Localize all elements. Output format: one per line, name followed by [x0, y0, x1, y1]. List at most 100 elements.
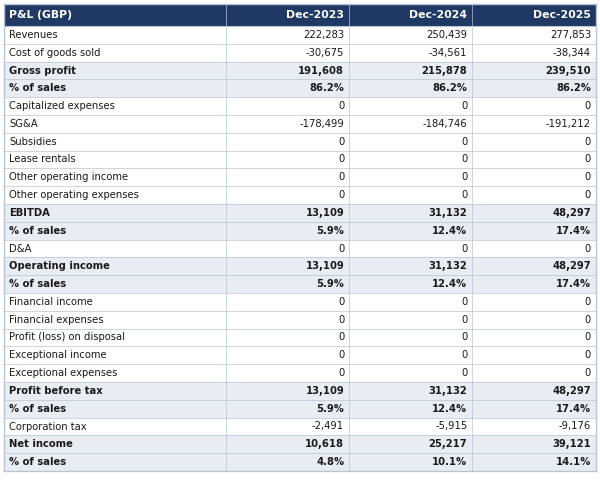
Bar — [4, 328, 596, 346]
Bar — [4, 115, 596, 133]
Text: % of sales: % of sales — [9, 457, 66, 467]
Text: % of sales: % of sales — [9, 83, 66, 93]
Bar — [4, 293, 596, 311]
Text: 48,297: 48,297 — [553, 208, 591, 218]
Bar — [4, 62, 596, 79]
Bar — [4, 346, 596, 364]
Text: 5.9%: 5.9% — [316, 404, 344, 414]
Text: -184,746: -184,746 — [422, 119, 467, 129]
Text: -2,491: -2,491 — [312, 422, 344, 431]
Text: 0: 0 — [585, 190, 591, 200]
Bar — [4, 311, 596, 328]
Bar — [4, 222, 596, 240]
Text: 17.4%: 17.4% — [556, 226, 591, 236]
Text: -9,176: -9,176 — [559, 422, 591, 431]
Text: 86.2%: 86.2% — [309, 83, 344, 93]
Text: Capitalized expenses: Capitalized expenses — [9, 101, 115, 111]
Bar — [4, 151, 596, 169]
Text: 31,132: 31,132 — [428, 386, 467, 396]
Bar — [4, 186, 596, 204]
Bar — [4, 257, 596, 275]
Text: 0: 0 — [585, 243, 591, 254]
Text: 0: 0 — [338, 172, 344, 182]
Bar — [4, 169, 596, 186]
Text: 0: 0 — [338, 350, 344, 360]
Text: Other operating income: Other operating income — [9, 172, 128, 182]
Text: 0: 0 — [585, 350, 591, 360]
Text: 191,608: 191,608 — [298, 66, 344, 75]
Text: -178,499: -178,499 — [299, 119, 344, 129]
Text: 0: 0 — [338, 243, 344, 254]
Text: 4.8%: 4.8% — [316, 457, 344, 467]
Bar — [4, 26, 596, 44]
Text: 0: 0 — [338, 332, 344, 342]
Text: 0: 0 — [585, 101, 591, 111]
Text: 0: 0 — [461, 137, 467, 147]
Text: 5.9%: 5.9% — [316, 279, 344, 289]
Text: 12.4%: 12.4% — [432, 279, 467, 289]
Text: 13,109: 13,109 — [305, 208, 344, 218]
Text: 0: 0 — [585, 315, 591, 325]
Text: 13,109: 13,109 — [305, 386, 344, 396]
Text: 31,132: 31,132 — [428, 208, 467, 218]
Bar — [4, 364, 596, 382]
Bar — [4, 400, 596, 418]
Text: 0: 0 — [461, 243, 467, 254]
Text: 0: 0 — [461, 190, 467, 200]
Bar — [4, 204, 596, 222]
Text: 0: 0 — [338, 368, 344, 378]
Text: 13,109: 13,109 — [305, 261, 344, 271]
Text: Dec-2024: Dec-2024 — [409, 10, 467, 20]
Text: 0: 0 — [461, 172, 467, 182]
Text: 0: 0 — [461, 101, 467, 111]
Text: 31,132: 31,132 — [428, 261, 467, 271]
Text: 17.4%: 17.4% — [556, 404, 591, 414]
Text: 0: 0 — [338, 155, 344, 165]
Bar — [4, 97, 596, 115]
Text: 0: 0 — [338, 137, 344, 147]
Text: 215,878: 215,878 — [422, 66, 467, 75]
Text: 0: 0 — [461, 350, 467, 360]
Text: 14.1%: 14.1% — [556, 457, 591, 467]
Text: 12.4%: 12.4% — [432, 404, 467, 414]
Text: 0: 0 — [461, 297, 467, 307]
Bar — [4, 44, 596, 62]
Text: 48,297: 48,297 — [553, 261, 591, 271]
Text: SG&A: SG&A — [9, 119, 38, 129]
Text: 222,283: 222,283 — [303, 30, 344, 40]
Text: 0: 0 — [338, 101, 344, 111]
Text: 0: 0 — [585, 332, 591, 342]
Bar — [4, 418, 596, 435]
Text: Exceptional income: Exceptional income — [9, 350, 107, 360]
Bar — [4, 133, 596, 151]
Text: 0: 0 — [338, 297, 344, 307]
Text: 239,510: 239,510 — [545, 66, 591, 75]
Text: Operating income: Operating income — [9, 261, 110, 271]
Text: 5.9%: 5.9% — [316, 226, 344, 236]
Text: 0: 0 — [461, 368, 467, 378]
Text: 10.1%: 10.1% — [432, 457, 467, 467]
Text: % of sales: % of sales — [9, 279, 66, 289]
Text: 12.4%: 12.4% — [432, 226, 467, 236]
Text: Profit before tax: Profit before tax — [9, 386, 103, 396]
Text: 0: 0 — [461, 332, 467, 342]
Text: Net income: Net income — [9, 440, 73, 449]
Text: 17.4%: 17.4% — [556, 279, 591, 289]
Text: 0: 0 — [585, 137, 591, 147]
Text: -34,561: -34,561 — [429, 48, 467, 57]
Text: 0: 0 — [585, 297, 591, 307]
Text: 10,618: 10,618 — [305, 440, 344, 449]
Text: 25,217: 25,217 — [428, 440, 467, 449]
Bar — [4, 382, 596, 400]
Text: % of sales: % of sales — [9, 404, 66, 414]
Text: 48,297: 48,297 — [553, 386, 591, 396]
Text: 277,853: 277,853 — [550, 30, 591, 40]
Text: 86.2%: 86.2% — [433, 83, 467, 93]
Text: Lease rentals: Lease rentals — [9, 155, 76, 165]
Bar — [4, 79, 596, 97]
Text: 0: 0 — [585, 155, 591, 165]
Text: Corporation tax: Corporation tax — [9, 422, 86, 431]
Text: Profit (loss) on disposal: Profit (loss) on disposal — [9, 332, 125, 342]
Bar — [4, 4, 596, 26]
Bar — [4, 435, 596, 453]
